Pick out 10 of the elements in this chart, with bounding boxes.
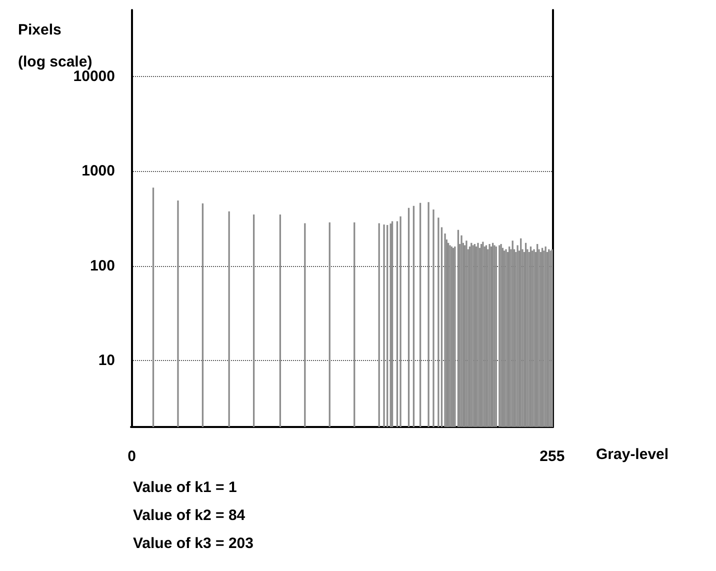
y-axis-title: Pixels (log scale): [18, 22, 92, 70]
x-axis-title: Gray-level: [596, 446, 669, 463]
text: Value of k1 = 1: [133, 479, 237, 496]
x-tick-label: 0: [128, 448, 136, 465]
y-tick-label: 100: [90, 257, 115, 274]
text: Value of k3 = 203: [133, 535, 254, 552]
y-tick-label: 10: [98, 352, 115, 370]
x-tick-label: 255: [540, 448, 565, 465]
text: Value of k2 = 84: [133, 507, 246, 524]
y-tick-label: 1000: [82, 162, 115, 180]
